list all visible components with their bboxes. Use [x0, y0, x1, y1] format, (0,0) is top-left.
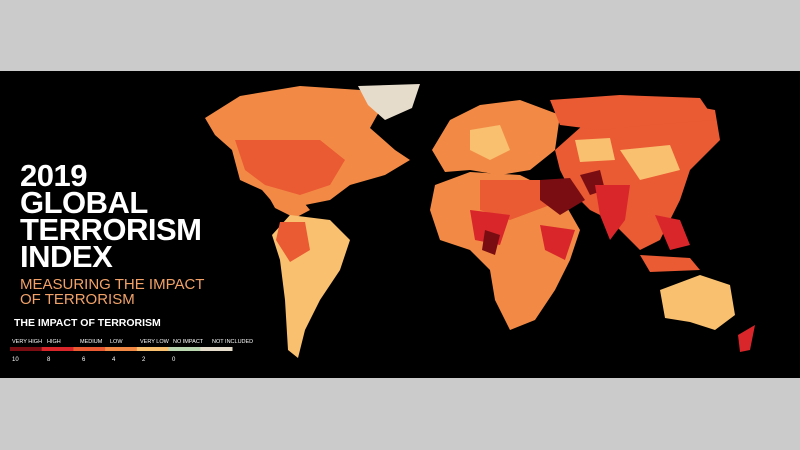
legend-scale-number: 10 [12, 357, 19, 363]
legend-swatch [41, 347, 74, 351]
greenland [358, 84, 420, 120]
sahel [470, 210, 510, 245]
subtitle-line: MEASURING THE IMPACT [20, 276, 204, 293]
legend-label: LOW [110, 339, 123, 345]
legend: VERY HIGH HIGH MEDIUM LOW VERY LOW NO IMPACT N… [10, 339, 253, 363]
legend-scale-number: 4 [112, 357, 116, 363]
legend-label: VERY LOW [140, 339, 170, 345]
horn-of-africa [540, 225, 575, 260]
china-west [620, 145, 680, 180]
legend-label: HIGH [47, 339, 61, 345]
colombia-venezuela [276, 222, 310, 262]
legend-label: MEDIUM [80, 339, 103, 345]
legend-swatch [136, 347, 170, 351]
legend-swatch [73, 347, 106, 351]
legend-label: VERY HIGH [12, 339, 42, 345]
legend-scale-number: 8 [47, 357, 51, 363]
north-africa [480, 180, 550, 220]
india [595, 185, 630, 240]
world-map [205, 84, 755, 358]
title-line: INDEX [20, 239, 113, 274]
legend-label: NOT INCLUDED [212, 339, 253, 345]
legend-swatch [168, 347, 201, 351]
title-line: 2019 [20, 158, 87, 193]
philippines [655, 215, 690, 250]
indonesia [640, 255, 700, 272]
new-zealand [738, 325, 755, 352]
subtitle-line: OF TERRORISM [20, 291, 135, 308]
africa [430, 172, 580, 330]
nigeria [482, 230, 500, 255]
middle-east [540, 178, 585, 215]
central-europe [470, 125, 510, 160]
legend-swatch [200, 347, 233, 351]
russia [550, 95, 715, 130]
australia [660, 275, 735, 330]
central-asia [575, 138, 615, 162]
legend-swatch [10, 347, 43, 351]
title-line: TERRORISM [20, 212, 202, 247]
legend-scale-number: 0 [172, 357, 176, 363]
legend-title: THE IMPACT OF TERRORISM [14, 317, 161, 329]
usa [235, 140, 345, 195]
legend-scale-number: 6 [82, 357, 86, 363]
mexico [265, 190, 310, 218]
legend-label: NO IMPACT [173, 339, 204, 345]
legend-scale-number: 2 [142, 357, 146, 363]
legend-swatch [105, 347, 138, 351]
title-line: GLOBAL [20, 185, 148, 220]
